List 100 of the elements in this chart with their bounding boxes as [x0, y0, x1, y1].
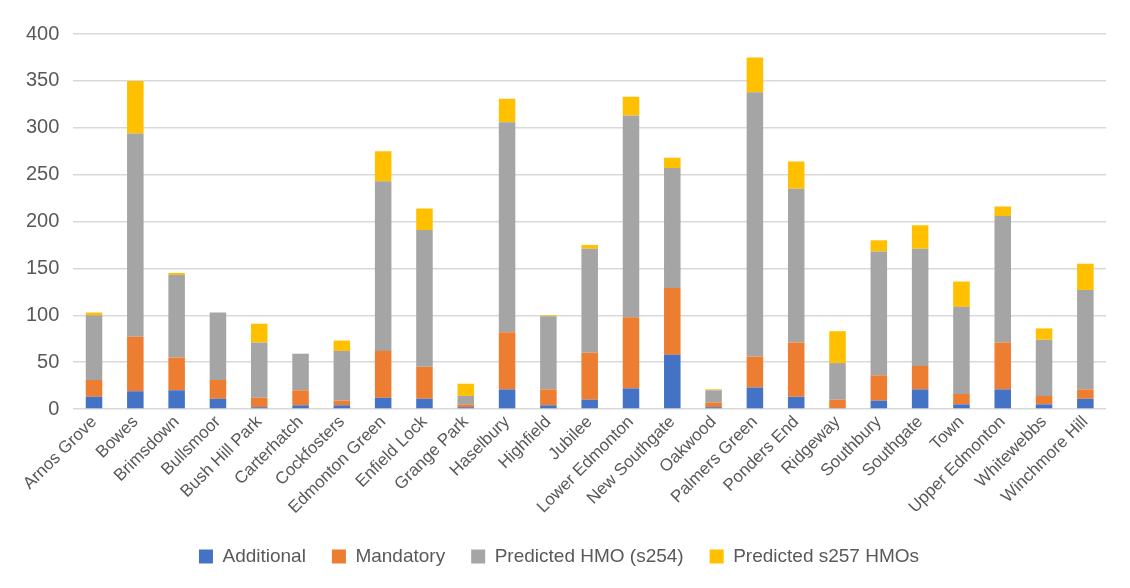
bar: [664, 168, 681, 289]
bar: [416, 208, 433, 230]
bar: [911, 248, 929, 366]
bar: [787, 188, 805, 343]
bar: [1035, 395, 1053, 405]
bar: [1077, 389, 1094, 399]
bar: [209, 312, 227, 380]
bar: [911, 225, 929, 249]
bar: [829, 363, 846, 400]
bar: [209, 398, 227, 409]
bar: [168, 390, 185, 409]
bar: [622, 317, 640, 389]
bar: [168, 274, 185, 358]
bar: [664, 288, 681, 355]
bar: [953, 394, 970, 405]
bar: [746, 92, 764, 357]
bar: [498, 389, 516, 409]
bar: [292, 353, 309, 391]
bar: [1035, 328, 1053, 340]
y-tick-label: 350: [25, 68, 60, 91]
bar: [292, 390, 309, 406]
bar: [540, 316, 557, 390]
bar: [85, 396, 103, 409]
bar: [911, 389, 929, 409]
bar: [416, 366, 433, 399]
bar: [374, 151, 392, 182]
bar: [85, 315, 103, 380]
bar: [787, 396, 805, 409]
bar: [870, 240, 888, 252]
bar: [333, 350, 351, 401]
y-tick-label: 50: [37, 349, 60, 372]
bar: [581, 352, 598, 400]
bar: [374, 350, 392, 398]
bar: [994, 342, 1011, 390]
bar: [127, 391, 144, 409]
legend-label: Predicted s257 HMOs: [733, 544, 920, 566]
bar: [829, 331, 846, 364]
bar: [787, 161, 805, 189]
bar: [994, 206, 1011, 216]
bar: [581, 244, 598, 249]
bar: [622, 115, 640, 318]
bar: [1035, 339, 1053, 396]
bar: [1077, 263, 1094, 290]
bar: [787, 342, 805, 397]
y-tick-label: 150: [25, 255, 60, 278]
legend-label: Predicted HMO (s254): [494, 544, 684, 566]
bar: [416, 229, 433, 367]
bar: [498, 332, 516, 390]
bar: [209, 379, 227, 399]
y-tick-label: 200: [25, 209, 60, 232]
bar: [705, 390, 722, 403]
bar: [581, 248, 598, 353]
bar: [333, 405, 351, 409]
bar: [85, 379, 103, 397]
bar: [746, 57, 764, 93]
bar: [540, 389, 557, 406]
bar: [953, 306, 970, 395]
legend-label: Mandatory: [355, 544, 446, 566]
bar: [127, 133, 144, 337]
bar: [333, 340, 351, 351]
bar: [953, 281, 970, 307]
bar: [1077, 289, 1094, 390]
bar: [870, 375, 888, 401]
bar: [829, 399, 846, 409]
y-tick-label: 300: [25, 115, 60, 138]
bar: [540, 405, 557, 409]
bar: [250, 342, 268, 398]
bar: [498, 122, 516, 333]
bar: [85, 312, 103, 316]
bar: [664, 354, 681, 409]
bar: [622, 388, 640, 409]
bar: [374, 181, 392, 351]
bar: [127, 336, 144, 392]
bar: [292, 405, 309, 409]
bar: [374, 397, 392, 409]
bar: [250, 397, 268, 408]
bar: [581, 399, 598, 409]
y-tick-label: 400: [25, 21, 60, 44]
bar: [953, 404, 970, 409]
bar: [168, 357, 185, 391]
bar: [1077, 398, 1094, 409]
bar: [622, 96, 640, 116]
bar: [911, 365, 929, 390]
legend-label: Additional: [222, 544, 306, 566]
bar: [250, 323, 268, 343]
bar: [994, 215, 1011, 343]
bar: [127, 80, 144, 134]
bar: [870, 251, 888, 376]
y-tick-label: 100: [25, 302, 60, 325]
bar: [416, 398, 433, 409]
bar: [1035, 404, 1053, 409]
bar: [498, 98, 516, 123]
bar: [746, 387, 764, 409]
bar: [457, 395, 475, 405]
bar: [994, 389, 1011, 409]
y-tick-label: 250: [25, 162, 60, 185]
bar: [664, 157, 681, 169]
bar: [457, 383, 475, 396]
bar: [705, 402, 722, 408]
y-tick-label: 0: [48, 396, 60, 419]
